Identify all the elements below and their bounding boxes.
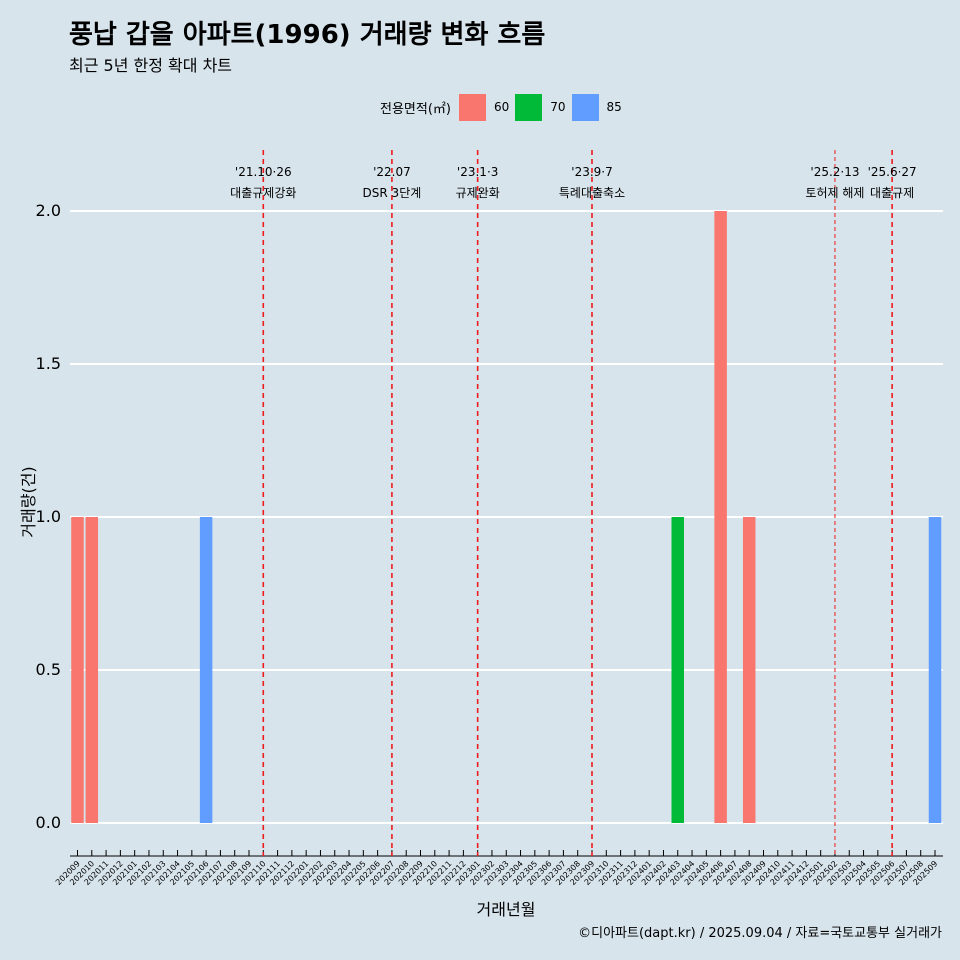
bar [85, 517, 99, 823]
legend-swatch-70 [515, 93, 543, 121]
event-name-label: 토허제 해제 [805, 186, 864, 200]
y-tick-label: 0.0 [36, 813, 61, 832]
y-tick-label: 1.5 [36, 354, 61, 373]
event-date-label: '22.07 [373, 165, 411, 179]
bar [742, 517, 756, 823]
event-date-label: '23.1·3 [457, 165, 498, 179]
source-caption: ©디아파트(dapt.kr) / 2025.09.04 / 자료=국토교통부 실… [578, 926, 942, 941]
bar [671, 517, 684, 823]
bar [71, 517, 84, 823]
bar [928, 517, 942, 823]
y-tick-label: 1.0 [36, 507, 61, 526]
bar [714, 211, 727, 823]
event-date-label: '23.9·7 [571, 165, 612, 179]
y-tick-label: 0.5 [36, 660, 61, 679]
legend-label-60: 60 [493, 100, 510, 114]
y-axis-title: 거래량(건) [19, 466, 38, 537]
legend-item-85: 85 [571, 93, 622, 121]
legend: 전용면적(㎡) 60 70 85 [380, 93, 628, 121]
event-date-label: '25.2·13 [810, 165, 859, 179]
event-name-label: 대출규제 [870, 186, 914, 200]
event-name-label: DSR 3단계 [363, 186, 422, 200]
bar [199, 517, 213, 823]
legend-item-60: 60 [458, 93, 510, 121]
event-name-label: 규제완화 [456, 186, 500, 200]
legend-swatch-85 [571, 93, 599, 121]
y-tick-label: 2.0 [36, 201, 61, 220]
legend-item-70: 70 [515, 93, 566, 121]
legend-title: 전용면적(㎡) [380, 101, 451, 117]
event-date-label: '21.10·26 [235, 165, 292, 179]
event-name-label: 특례대출축소 [559, 186, 625, 200]
legend-swatch-60 [458, 93, 486, 121]
chart-subtitle: 최근 5년 한정 확대 차트 [69, 56, 233, 75]
event-name-label: 대출규제강화 [230, 186, 296, 200]
legend-label-70: 70 [550, 100, 566, 114]
event-date-label: '25.6·27 [868, 165, 917, 179]
x-axis-title: 거래년월 [477, 900, 536, 919]
chart-title: 풍납 갑을 아파트(1996) 거래량 변화 흐름 [69, 20, 546, 50]
legend-label-85: 85 [606, 100, 622, 114]
